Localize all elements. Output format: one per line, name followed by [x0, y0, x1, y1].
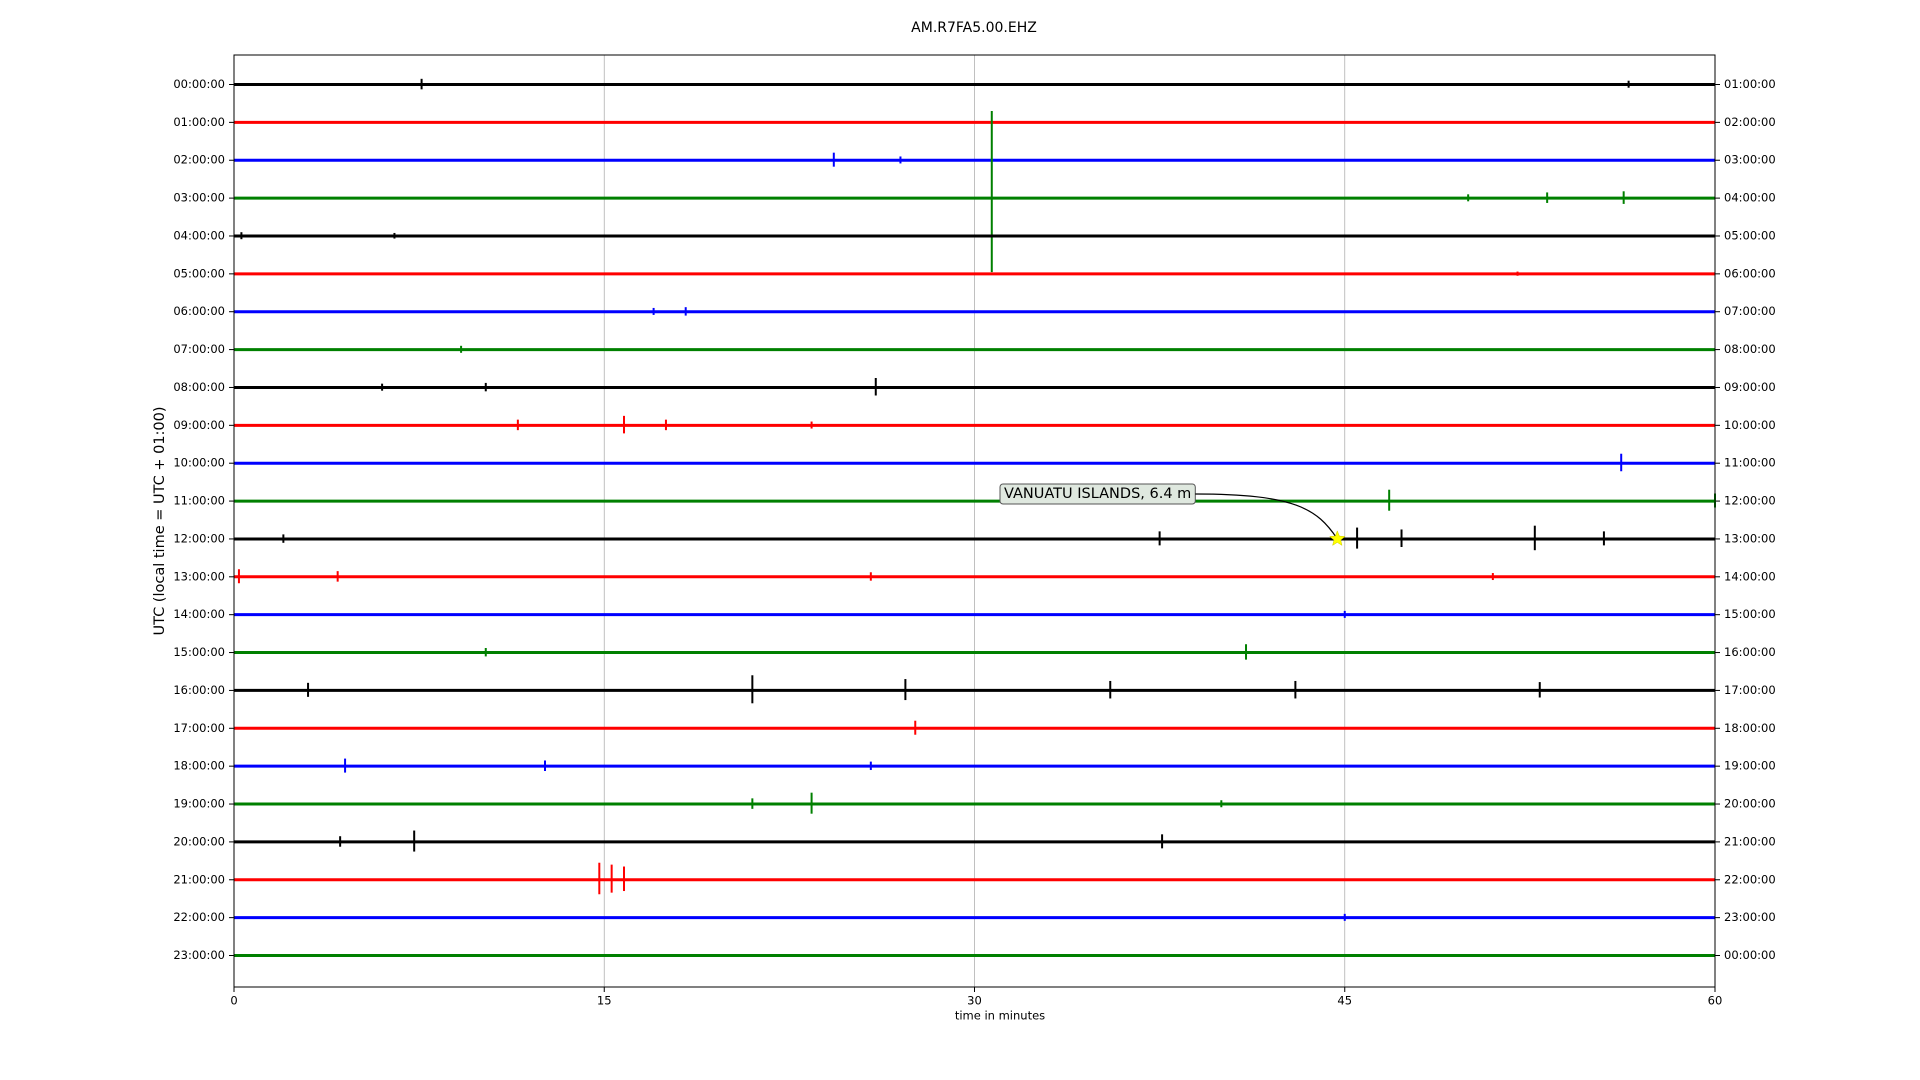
y-tick-label: 07:00:00 [173, 342, 225, 356]
y-tick-label: 19:00:00 [173, 797, 225, 811]
y-tick-label: 23:00:00 [173, 948, 225, 962]
y2-tick-label: 05:00:00 [1724, 228, 1776, 242]
y2-tick-label: 22:00:00 [1724, 872, 1776, 886]
y2-tick-label: 11:00:00 [1724, 456, 1776, 470]
y-tick-label: 14:00:00 [173, 607, 225, 621]
y-tick-label: 16:00:00 [173, 683, 225, 697]
y-tick-label: 22:00:00 [173, 910, 225, 924]
y2-tick-label: 07:00:00 [1724, 304, 1776, 318]
y-tick-label: 10:00:00 [173, 456, 225, 470]
y2-tick-label: 06:00:00 [1724, 266, 1776, 280]
x-axis-label: time in minutes [955, 1009, 1045, 1023]
y-axis-label: UTC (local time = UTC + 01:00) [152, 406, 168, 635]
y-tick-label: 09:00:00 [173, 418, 225, 432]
y2-tick-label: 14:00:00 [1724, 569, 1776, 583]
y-tick-label: 00:00:00 [173, 77, 225, 91]
y-tick-label: 15:00:00 [173, 645, 225, 659]
x-tick-label: 0 [230, 994, 237, 1008]
y-tick-label: 18:00:00 [173, 759, 225, 773]
y2-tick-label: 10:00:00 [1724, 418, 1776, 432]
y-tick-label: 04:00:00 [173, 228, 225, 242]
y-tick-label: 03:00:00 [173, 191, 225, 205]
chart-title: AM.R7FA5.00.EHZ [911, 20, 1037, 36]
y-tick-label: 08:00:00 [173, 380, 225, 394]
y-tick-label: 01:00:00 [173, 115, 225, 129]
y-tick-label: 12:00:00 [173, 531, 225, 545]
annotation-text: VANUATU ISLANDS, 6.4 m [1004, 486, 1191, 502]
y2-tick-label: 17:00:00 [1724, 683, 1776, 697]
y-tick-label: 20:00:00 [173, 834, 225, 848]
y2-tick-label: 02:00:00 [1724, 115, 1776, 129]
y2-tick-label: 01:00:00 [1724, 77, 1776, 91]
y-tick-label: 21:00:00 [173, 872, 225, 886]
y-tick-label: 06:00:00 [173, 304, 225, 318]
y2-tick-label: 21:00:00 [1724, 834, 1776, 848]
x-tick-label: 30 [967, 994, 982, 1008]
y-tick-label: 17:00:00 [173, 721, 225, 735]
y2-tick-label: 18:00:00 [1724, 721, 1776, 735]
y2-tick-label: 23:00:00 [1724, 910, 1776, 924]
y2-tick-label: 13:00:00 [1724, 531, 1776, 545]
annotation: VANUATU ISLANDS, 6.4 m [999, 483, 1196, 505]
plot-frame [233, 54, 1716, 988]
y2-tick-label: 20:00:00 [1724, 797, 1776, 811]
x-tick-label: 15 [597, 994, 612, 1008]
y2-tick-label: 12:00:00 [1724, 494, 1776, 508]
y2-tick-label: 03:00:00 [1724, 153, 1776, 167]
y2-tick-label: 19:00:00 [1724, 759, 1776, 773]
y2-tick-label: 09:00:00 [1724, 380, 1776, 394]
event-marker [1329, 530, 1346, 546]
y2-tick-label: 00:00:00 [1724, 948, 1776, 962]
y-tick-label: 13:00:00 [173, 569, 225, 583]
x-tick-label: 60 [1708, 994, 1723, 1008]
y-tick-label: 02:00:00 [173, 153, 225, 167]
annotation-arrow [1195, 493, 1338, 540]
y2-tick-label: 16:00:00 [1724, 645, 1776, 659]
y-tick-label: 11:00:00 [173, 494, 225, 508]
y-tick-label: 05:00:00 [173, 266, 225, 280]
x-tick-label: 45 [1337, 994, 1352, 1008]
y2-tick-label: 15:00:00 [1724, 607, 1776, 621]
y2-tick-label: 08:00:00 [1724, 342, 1776, 356]
y2-tick-label: 04:00:00 [1724, 191, 1776, 205]
